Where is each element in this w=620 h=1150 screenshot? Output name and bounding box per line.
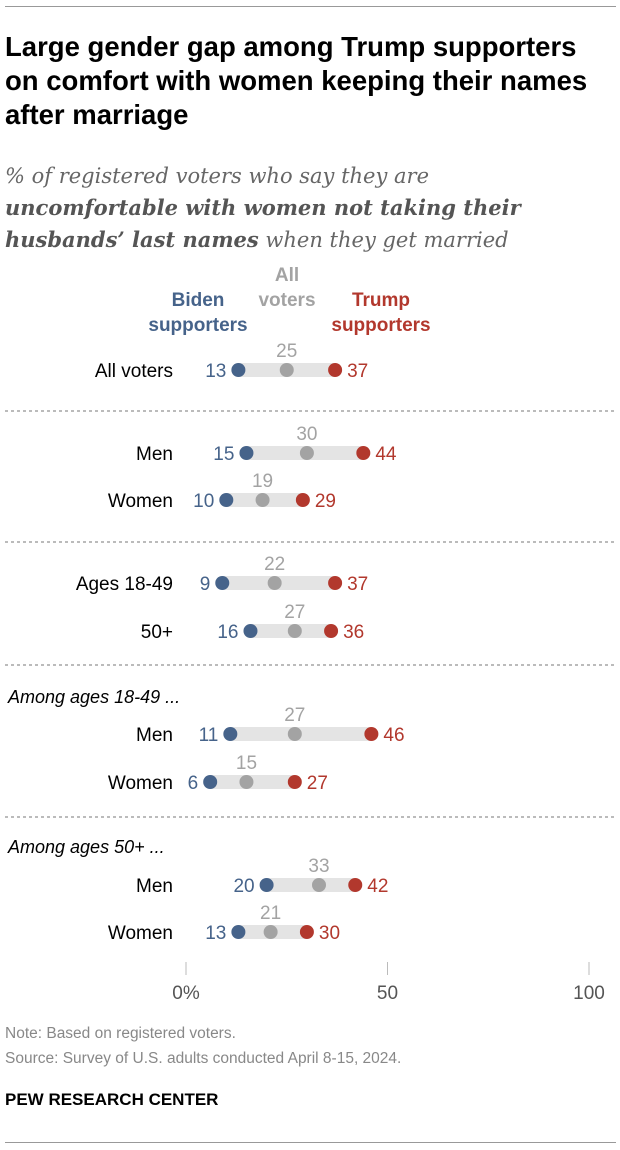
all-voters-value-label: 19 [252, 471, 273, 492]
subtitle-part1: % of registered voters who say they are [5, 164, 430, 188]
biden-dot [239, 446, 254, 460]
biden-dot [231, 363, 246, 377]
biden-value-label: 16 [217, 622, 238, 643]
row-label: All voters [95, 361, 173, 382]
trump-value-label: 46 [383, 725, 404, 746]
all-voters-dot [311, 878, 326, 892]
biden-dot [215, 576, 230, 590]
biden-value-label: 13 [205, 923, 226, 944]
note: Note: Based on registered voters. [5, 1025, 236, 1042]
trump-dot [356, 446, 371, 460]
legend-all-line1: All [275, 265, 299, 286]
chart-subtitle: % of registered voters who say they are … [5, 160, 605, 256]
legend-trump-line2: supporters [331, 315, 430, 336]
x-tick-label: 50 [377, 983, 398, 1004]
row-label: Men [136, 876, 173, 897]
biden-value-label: 13 [205, 361, 226, 382]
biden-value-label: 20 [233, 876, 254, 897]
all-voters-value-label: 25 [276, 341, 297, 362]
trump-value-label: 37 [347, 574, 368, 595]
brand-logo-text: PEW RESEARCH CENTER [5, 1090, 219, 1109]
all-voters-value-label: 21 [260, 903, 281, 924]
all-voters-value-label: 30 [296, 424, 317, 445]
row-label: Women [108, 773, 173, 794]
top-rule [5, 6, 616, 7]
x-tick-label: 0% [172, 983, 200, 1004]
bottom-rule [5, 1142, 616, 1143]
biden-dot [219, 493, 234, 507]
trump-value-label: 29 [315, 491, 336, 512]
all-voters-dot [267, 576, 282, 590]
biden-value-label: 6 [188, 773, 199, 794]
legend-biden-line2: supporters [148, 315, 247, 336]
trump-dot [364, 727, 379, 741]
all-voters-dot [299, 446, 314, 460]
x-tick-label: 100 [573, 983, 605, 1004]
all-voters-dot [239, 775, 254, 789]
trump-value-label: 44 [375, 444, 397, 465]
group-header-2: Among ages 50+ ... [7, 837, 165, 857]
chart-title: Large gender gap among Trump supporters … [5, 31, 588, 130]
all-voters-value-label: 15 [236, 753, 257, 774]
trump-dot [328, 576, 343, 590]
row-label: Women [108, 923, 173, 944]
trump-dot [295, 493, 310, 507]
all-voters-dot [287, 624, 302, 638]
trump-dot [348, 878, 363, 892]
row-label: 50+ [141, 622, 173, 643]
all-voters-dot [255, 493, 270, 507]
trump-dot [328, 363, 343, 377]
trump-dot [299, 925, 314, 939]
all-voters-dot [263, 925, 278, 939]
legend-all-line2: voters [258, 290, 315, 311]
all-voters-value-label: 22 [264, 554, 285, 575]
all-voters-dot [279, 363, 294, 377]
row-label: Men [136, 444, 173, 465]
range-bar [266, 878, 356, 892]
legend-trump-line1: Trump [352, 290, 410, 311]
trump-dot [287, 775, 302, 789]
row-label: Ages 18-49 [76, 574, 173, 595]
biden-value-label: 15 [213, 444, 234, 465]
all-voters-value-label: 27 [284, 705, 305, 726]
all-voters-dot [287, 727, 302, 741]
legend-biden-line1: Biden [172, 290, 225, 311]
trump-value-label: 36 [343, 622, 364, 643]
biden-dot [259, 878, 274, 892]
trump-value-label: 30 [319, 923, 340, 944]
all-voters-value-label: 33 [308, 856, 329, 877]
trump-dot [324, 624, 339, 638]
biden-dot [223, 727, 238, 741]
biden-dot [203, 775, 218, 789]
subtitle-bold: uncomfortable with women not taking thei… [5, 195, 521, 252]
trump-value-label: 37 [347, 361, 368, 382]
group-header-1: Among ages 18-49 ... [7, 687, 180, 707]
trump-value-label: 27 [307, 773, 328, 794]
row-label: Women [108, 491, 173, 512]
row-label: Men [136, 725, 173, 746]
biden-value-label: 9 [200, 574, 211, 595]
biden-dot [243, 624, 258, 638]
biden-dot [231, 925, 246, 939]
source: Source: Survey of U.S. adults conducted … [5, 1050, 402, 1067]
biden-value-label: 10 [193, 491, 214, 512]
biden-value-label: 11 [199, 725, 219, 746]
all-voters-value-label: 27 [284, 602, 305, 623]
subtitle-part2: when they get married [258, 228, 509, 252]
trump-value-label: 42 [367, 876, 388, 897]
